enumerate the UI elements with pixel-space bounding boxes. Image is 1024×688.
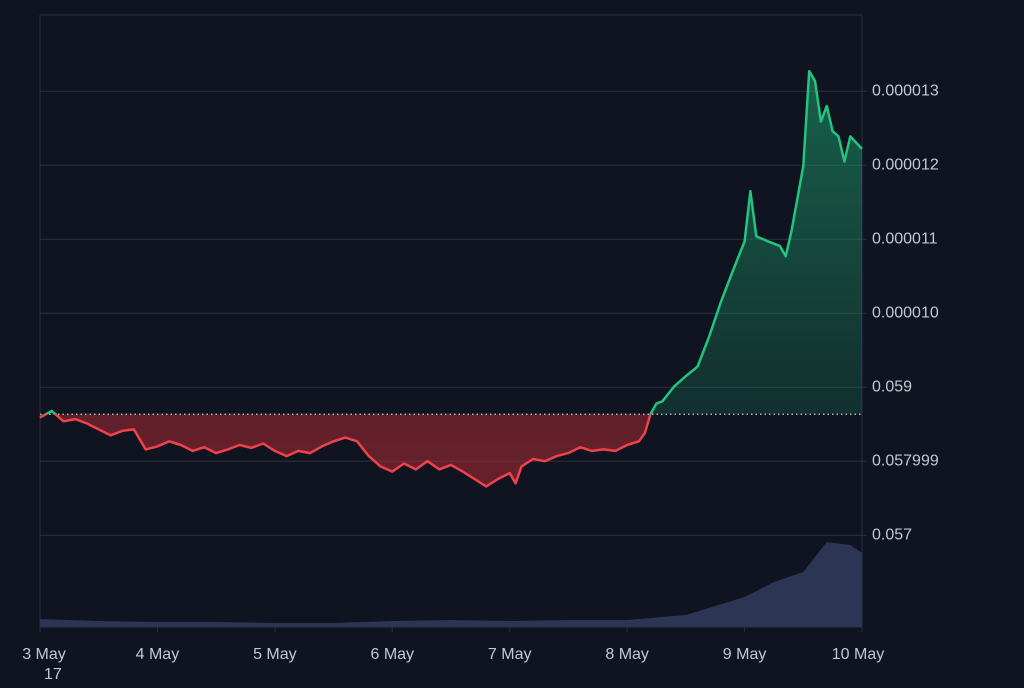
y-tick-label: 0.000012 <box>872 156 939 173</box>
x-tick-label: 7 May <box>488 646 532 663</box>
x-tick-label: 6 May <box>370 646 414 663</box>
area-up <box>40 71 862 415</box>
area-down <box>40 414 651 487</box>
y-tick-label: 0.057 <box>872 526 912 543</box>
footer-label: 17 <box>44 666 62 683</box>
x-tick-label: 9 May <box>723 646 767 663</box>
x-tick-label: 8 May <box>605 646 649 663</box>
x-tick-label: 4 May <box>136 646 180 663</box>
price-line-down <box>39 414 652 488</box>
price-line-up <box>43 69 863 415</box>
y-tick-label: 0.000013 <box>872 82 939 99</box>
y-tick-label: 0.000011 <box>872 230 938 247</box>
y-tick-label: 0.057999 <box>872 452 939 469</box>
x-tick-label: 10 May <box>832 646 884 663</box>
y-tick-label: 0.000010 <box>872 304 939 321</box>
x-tick-label: 3 May <box>22 646 66 663</box>
y-tick-label: 0.059 <box>872 378 912 395</box>
x-tick-label: 5 May <box>253 646 297 663</box>
volume-area <box>40 542 862 627</box>
